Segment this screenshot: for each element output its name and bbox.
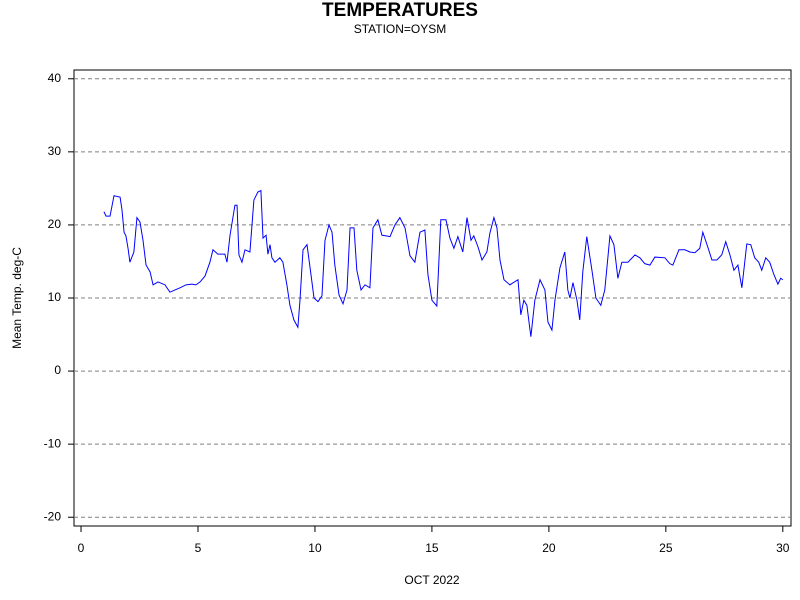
x-tick-label: 5 — [195, 541, 202, 555]
y-tick-label: 0 — [54, 363, 61, 377]
y-tick-label: 30 — [48, 144, 62, 158]
x-tick-label: 15 — [425, 541, 439, 555]
y-axis-label: Mean Temp. deg-C — [10, 247, 24, 349]
x-axis-label: OCT 2022 — [404, 573, 459, 587]
data-line — [103, 189, 784, 337]
x-tick-label: 0 — [78, 541, 85, 555]
chart-title: TEMPERATURES — [322, 0, 478, 21]
y-tick-label: 40 — [48, 71, 62, 85]
y-tick-label: 20 — [48, 217, 62, 231]
chart-subtitle: STATION=OYSM — [354, 22, 447, 36]
y-tick-label: -10 — [44, 436, 62, 450]
x-tick-label: 25 — [659, 541, 673, 555]
y-tick-label: 10 — [48, 290, 62, 304]
x-tick-label: 20 — [542, 541, 556, 555]
x-tick-label: 10 — [308, 541, 322, 555]
x-tick-label: 30 — [776, 541, 790, 555]
y-tick-label: -20 — [44, 509, 62, 523]
